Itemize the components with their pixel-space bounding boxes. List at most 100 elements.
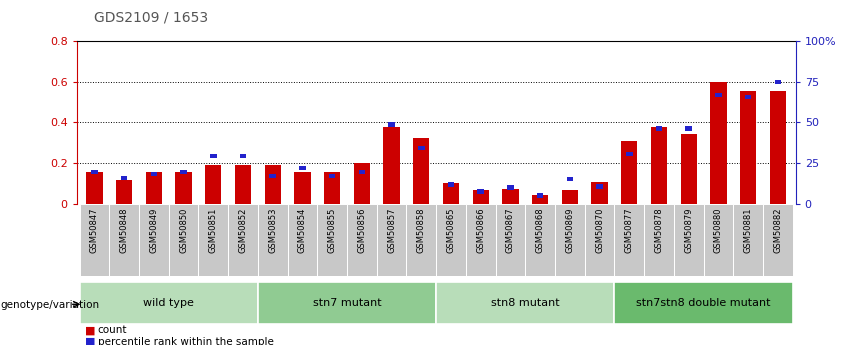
Bar: [109, 204, 139, 276]
Text: GSM50868: GSM50868: [535, 207, 545, 253]
Bar: [614, 204, 644, 276]
Bar: [354, 163, 370, 204]
Bar: [86, 172, 103, 204]
Bar: [704, 204, 734, 276]
Bar: [644, 204, 674, 276]
Bar: [711, 82, 727, 204]
Bar: [388, 122, 395, 127]
Text: GSM50847: GSM50847: [90, 207, 99, 253]
Bar: [328, 174, 335, 178]
Text: GSM50852: GSM50852: [238, 207, 248, 253]
Bar: [502, 189, 518, 204]
Text: percentile rank within the sample: percentile rank within the sample: [98, 337, 274, 345]
Bar: [413, 138, 430, 204]
Bar: [205, 165, 221, 204]
Bar: [740, 91, 757, 204]
Text: GSM50853: GSM50853: [268, 207, 277, 253]
Bar: [258, 282, 436, 324]
Bar: [472, 190, 488, 204]
Text: GSM50851: GSM50851: [208, 207, 218, 253]
Text: stn8 mutant: stn8 mutant: [491, 298, 560, 308]
Bar: [436, 204, 465, 276]
Bar: [270, 174, 276, 178]
Text: GDS2109 / 1653: GDS2109 / 1653: [94, 10, 208, 24]
Bar: [175, 172, 191, 204]
Text: GSM50870: GSM50870: [595, 207, 604, 253]
Bar: [585, 204, 614, 276]
Bar: [407, 204, 436, 276]
Text: GSM50879: GSM50879: [684, 207, 694, 253]
Bar: [235, 165, 251, 204]
Text: ■: ■: [85, 337, 95, 345]
Bar: [116, 180, 132, 204]
Bar: [656, 126, 662, 131]
Text: GSM50867: GSM50867: [506, 207, 515, 253]
Bar: [448, 182, 454, 187]
Text: GSM50878: GSM50878: [654, 207, 664, 253]
Bar: [763, 204, 793, 276]
Bar: [180, 170, 187, 174]
Bar: [436, 282, 614, 324]
Bar: [265, 165, 281, 204]
Text: GSM50854: GSM50854: [298, 207, 307, 253]
Bar: [300, 166, 306, 170]
Text: stn7 mutant: stn7 mutant: [312, 298, 381, 308]
Bar: [567, 177, 573, 181]
Text: GSM50855: GSM50855: [328, 207, 337, 253]
Bar: [532, 195, 548, 204]
Bar: [139, 204, 168, 276]
Bar: [495, 204, 525, 276]
Bar: [769, 91, 786, 204]
Bar: [651, 127, 667, 204]
Bar: [626, 152, 632, 156]
Bar: [228, 204, 258, 276]
Text: GSM50848: GSM50848: [120, 207, 129, 253]
Bar: [294, 172, 311, 204]
Text: GSM50858: GSM50858: [417, 207, 426, 253]
Bar: [681, 134, 697, 204]
Bar: [384, 127, 400, 204]
Bar: [507, 185, 514, 189]
Text: GSM50869: GSM50869: [565, 207, 574, 253]
Bar: [377, 204, 407, 276]
Bar: [198, 204, 228, 276]
Bar: [525, 204, 555, 276]
Text: GSM50856: GSM50856: [357, 207, 366, 253]
Bar: [324, 172, 340, 204]
Text: GSM50880: GSM50880: [714, 207, 723, 253]
Bar: [146, 172, 162, 204]
Text: GSM50877: GSM50877: [625, 207, 634, 253]
Bar: [591, 182, 608, 204]
Bar: [477, 189, 484, 194]
Bar: [288, 204, 317, 276]
Bar: [685, 126, 692, 131]
Bar: [79, 204, 109, 276]
Bar: [597, 184, 603, 189]
Bar: [317, 204, 347, 276]
Bar: [258, 204, 288, 276]
Bar: [358, 170, 365, 174]
Bar: [621, 141, 637, 204]
Text: ■: ■: [85, 325, 95, 335]
Bar: [79, 282, 258, 324]
Bar: [614, 282, 793, 324]
Bar: [443, 183, 460, 204]
Bar: [168, 204, 198, 276]
Text: wild type: wild type: [143, 298, 194, 308]
Bar: [347, 204, 377, 276]
Bar: [734, 204, 763, 276]
Text: GSM50865: GSM50865: [447, 207, 455, 253]
Bar: [715, 93, 722, 97]
Bar: [774, 80, 781, 84]
Bar: [537, 193, 544, 198]
Text: GSM50882: GSM50882: [774, 207, 782, 253]
Bar: [562, 190, 578, 204]
Bar: [745, 95, 751, 99]
Bar: [418, 146, 425, 150]
Bar: [151, 172, 157, 176]
Bar: [674, 204, 704, 276]
Bar: [91, 170, 98, 174]
Text: stn7stn8 double mutant: stn7stn8 double mutant: [637, 298, 771, 308]
Bar: [465, 204, 495, 276]
Text: GSM50881: GSM50881: [744, 207, 752, 253]
